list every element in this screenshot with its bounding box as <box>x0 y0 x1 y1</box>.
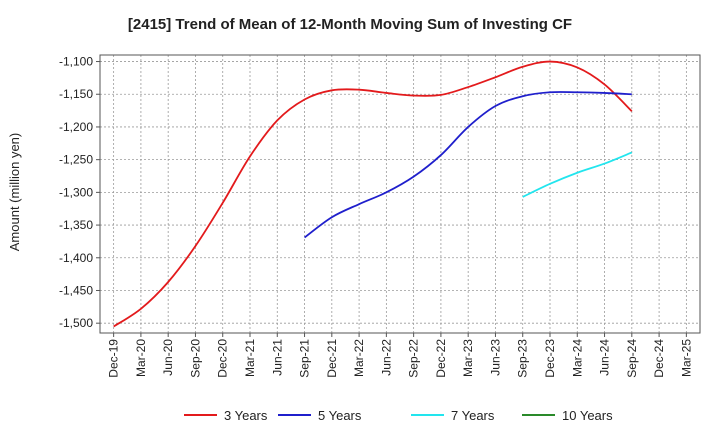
x-tick-label: Mar-23 <box>461 339 475 377</box>
y-tick-label: -1,100 <box>59 55 93 69</box>
legend-label-5-years: 5 Years <box>318 408 362 423</box>
x-tick-label: Dec-23 <box>543 339 557 378</box>
y-tick-label: -1,300 <box>59 185 93 199</box>
x-axis-ticks: Dec-19 Mar-20 Jun-20 Sep-20 Dec-20 Mar-21 Jun-… <box>107 333 693 378</box>
series <box>113 60 633 328</box>
x-tick-label: Jun-20 <box>161 339 175 376</box>
x-tick-label: Sep-22 <box>407 339 421 378</box>
x-tick-label: Sep-23 <box>516 339 530 378</box>
x-tick-label: Dec-20 <box>216 339 230 378</box>
x-tick-label: Mar-21 <box>243 339 257 377</box>
y-axis-label: Amount (million yen) <box>7 133 22 252</box>
x-tick-label: Dec-19 <box>107 339 121 378</box>
y-tick-label: -1,150 <box>59 87 93 101</box>
y-tick-label: -1,450 <box>59 283 93 297</box>
series-line-5-years <box>304 91 632 239</box>
x-tick-label: Mar-20 <box>134 339 148 377</box>
grid <box>100 55 700 333</box>
x-tick-label: Dec-22 <box>434 339 448 378</box>
x-tick-label: Jun-22 <box>379 339 393 376</box>
x-tick-label: Sep-20 <box>188 339 202 378</box>
x-tick-label: Sep-21 <box>298 339 312 378</box>
x-tick-label: Jun-24 <box>598 339 612 376</box>
x-tick-label: Jun-23 <box>488 339 502 376</box>
legend: 3 Years 5 Years 7 Years 10 Years <box>184 408 613 423</box>
legend-label-3-years: 3 Years <box>224 408 268 423</box>
plot-area <box>99 54 701 334</box>
chart-title: [2415] Trend of Mean of 12-Month Moving … <box>128 16 572 33</box>
series-line-3-years <box>113 60 633 328</box>
x-tick-label: Jun-21 <box>270 339 284 376</box>
y-tick-label: -1,350 <box>59 218 93 232</box>
x-tick-label: Mar-25 <box>679 339 693 377</box>
y-tick-label: -1,500 <box>59 316 93 330</box>
y-axis-ticks: -1,100 -1,150 -1,200 -1,250 -1,300 -1,350 -1,4… <box>59 55 100 330</box>
x-tick-label: Mar-22 <box>352 339 366 377</box>
x-tick-label: Dec-24 <box>652 339 666 378</box>
y-tick-label: -1,400 <box>59 251 93 265</box>
series-line-7-years <box>522 151 633 198</box>
x-tick-label: Sep-24 <box>625 339 639 378</box>
x-tick-label: Mar-24 <box>570 339 584 377</box>
legend-label-10-years: 10 Years <box>562 408 613 423</box>
y-tick-label: -1,250 <box>59 153 93 167</box>
x-tick-label: Dec-21 <box>325 339 339 378</box>
legend-label-7-years: 7 Years <box>451 408 495 423</box>
y-tick-label: -1,200 <box>59 120 93 134</box>
